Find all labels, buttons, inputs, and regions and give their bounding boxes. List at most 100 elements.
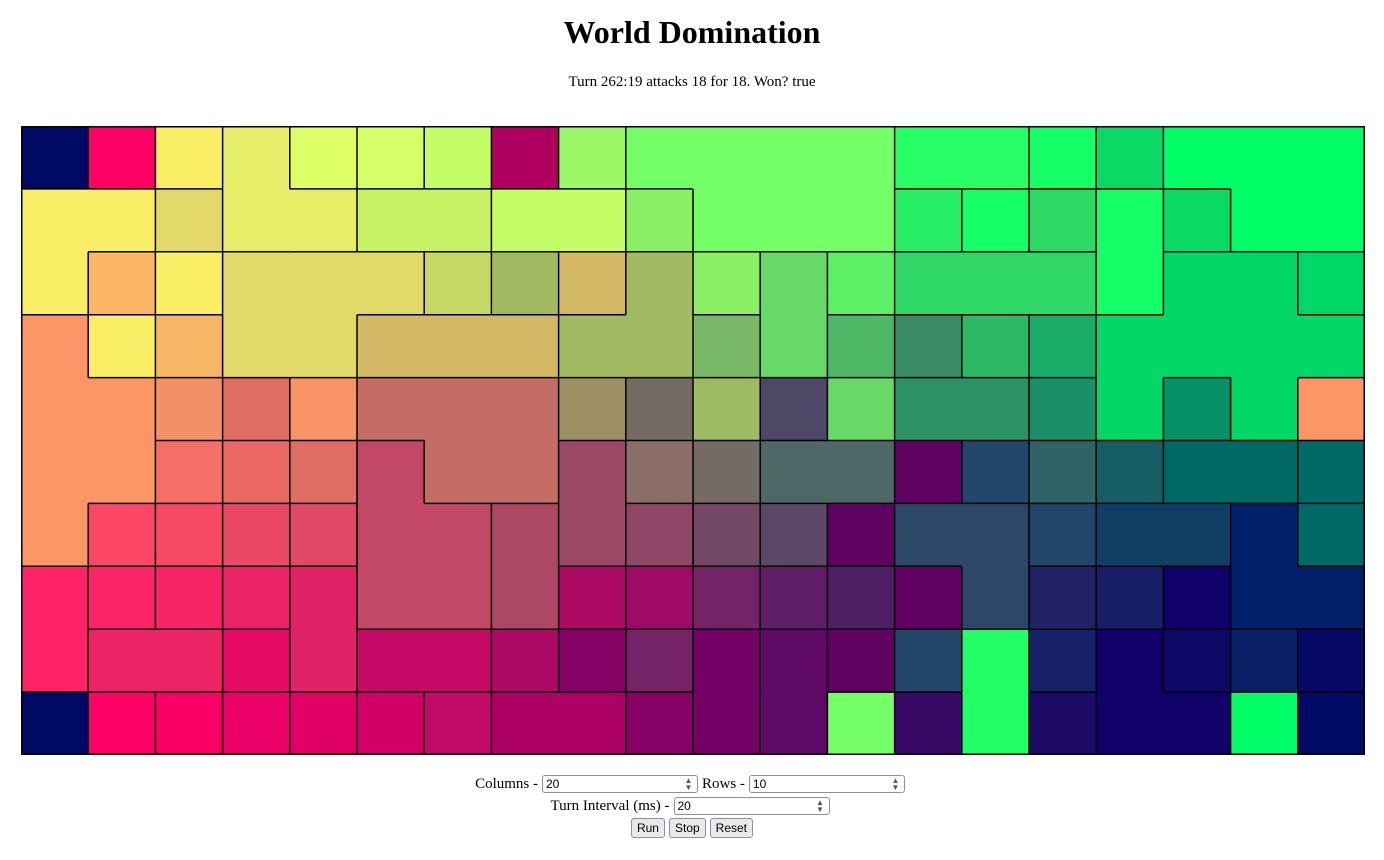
board-cell[interactable] — [1096, 314, 1164, 379]
interval-input[interactable]: 20 ▲ ▼ — [673, 797, 830, 815]
board-cell[interactable] — [625, 629, 694, 693]
board-cell[interactable] — [625, 503, 694, 567]
stop-button[interactable]: Stop — [668, 818, 706, 838]
board-cell[interactable] — [424, 126, 492, 190]
board-cell[interactable] — [625, 314, 694, 379]
board-cell[interactable] — [693, 503, 761, 567]
board-cell[interactable] — [625, 692, 694, 755]
board-cell[interactable] — [357, 566, 425, 630]
board-cell[interactable] — [491, 126, 560, 190]
board-cell[interactable] — [827, 629, 896, 693]
game-board[interactable] — [21, 126, 1365, 755]
board-cell[interactable] — [894, 126, 963, 190]
board-cell[interactable] — [1297, 251, 1365, 316]
board-cell[interactable] — [222, 377, 291, 442]
board-cell[interactable] — [222, 126, 291, 190]
board-cell[interactable] — [1163, 126, 1232, 190]
board-cell[interactable] — [424, 503, 492, 567]
board-cell[interactable] — [1297, 440, 1365, 505]
board-cell[interactable] — [424, 566, 492, 630]
board-cell[interactable] — [558, 503, 627, 567]
board-cell[interactable] — [827, 377, 896, 442]
board-cell[interactable] — [88, 692, 156, 755]
board-cell[interactable] — [894, 566, 963, 630]
board-cell[interactable] — [491, 503, 560, 567]
reset-button[interactable]: Reset — [709, 818, 754, 838]
board-cell[interactable] — [222, 566, 291, 630]
board-cell[interactable] — [625, 126, 694, 190]
board-cell[interactable] — [1163, 692, 1232, 755]
board-cell[interactable] — [1230, 126, 1299, 190]
board-cell[interactable] — [289, 377, 358, 442]
board-cell[interactable] — [289, 629, 358, 693]
board-cell[interactable] — [21, 692, 89, 755]
board-cell[interactable] — [491, 314, 560, 379]
board-cell[interactable] — [1029, 314, 1097, 379]
board-cell[interactable] — [1096, 377, 1164, 442]
board-cell[interactable] — [88, 566, 156, 630]
board-cell[interactable] — [491, 566, 560, 630]
board-cell[interactable] — [222, 692, 291, 755]
board-cell[interactable] — [357, 377, 425, 442]
board-cell[interactable] — [894, 314, 963, 379]
board-cell[interactable] — [558, 629, 627, 693]
board-cell[interactable] — [961, 188, 1030, 253]
board-cell[interactable] — [894, 629, 963, 693]
board-cell[interactable] — [1230, 314, 1299, 379]
board-cell[interactable] — [1163, 314, 1232, 379]
board-cell[interactable] — [357, 251, 425, 316]
board-cell[interactable] — [693, 126, 761, 190]
board-cell[interactable] — [155, 251, 224, 316]
board-cell[interactable] — [1029, 377, 1097, 442]
board-cell[interactable] — [155, 566, 224, 630]
board-cell[interactable] — [827, 692, 896, 755]
board-cell[interactable] — [1163, 503, 1232, 567]
board-cell[interactable] — [1297, 629, 1365, 693]
columns-spinner-icon[interactable]: ▲ ▼ — [684, 776, 693, 792]
board-cell[interactable] — [1297, 377, 1365, 442]
board-cell[interactable] — [88, 440, 156, 505]
board-cell[interactable] — [88, 314, 156, 379]
board-cell[interactable] — [760, 126, 828, 190]
board-cell[interactable] — [760, 440, 828, 505]
board-cell[interactable] — [1163, 629, 1232, 693]
board-cell[interactable] — [357, 503, 425, 567]
board-cell[interactable] — [424, 629, 492, 693]
board-cell[interactable] — [894, 440, 963, 505]
board-cell[interactable] — [491, 188, 560, 253]
board-cell[interactable] — [491, 629, 560, 693]
board-cell[interactable] — [693, 377, 761, 442]
board-cell[interactable] — [693, 440, 761, 505]
board-cell[interactable] — [155, 126, 224, 190]
board-cell[interactable] — [961, 566, 1030, 630]
board-cell[interactable] — [21, 377, 89, 442]
board-cell[interactable] — [491, 377, 560, 442]
board-cell[interactable] — [894, 251, 963, 316]
board-cell[interactable] — [21, 251, 89, 316]
board-cell[interactable] — [961, 251, 1030, 316]
board-cell[interactable] — [827, 188, 896, 253]
board-cell[interactable] — [21, 503, 89, 567]
board-cell[interactable] — [558, 314, 627, 379]
board-cell[interactable] — [961, 440, 1030, 505]
board-cell[interactable] — [760, 314, 828, 379]
board-cell[interactable] — [625, 377, 694, 442]
board-cell[interactable] — [357, 126, 425, 190]
board-cell[interactable] — [1029, 692, 1097, 755]
board-cell[interactable] — [961, 629, 1030, 693]
board-cell[interactable] — [1096, 440, 1164, 505]
board-cell[interactable] — [693, 629, 761, 693]
board-cell[interactable] — [760, 629, 828, 693]
board-cell[interactable] — [357, 692, 425, 755]
board-cell[interactable] — [961, 692, 1030, 755]
board-cell[interactable] — [827, 314, 896, 379]
board-cell[interactable] — [1163, 377, 1232, 442]
board-cell[interactable] — [1096, 251, 1164, 316]
board-cell[interactable] — [155, 629, 224, 693]
board-cell[interactable] — [357, 188, 425, 253]
board-cell[interactable] — [1230, 629, 1299, 693]
board-cell[interactable] — [21, 566, 89, 630]
board-cell[interactable] — [558, 251, 627, 316]
board-canvas[interactable] — [21, 126, 1365, 755]
board-cell[interactable] — [693, 692, 761, 755]
